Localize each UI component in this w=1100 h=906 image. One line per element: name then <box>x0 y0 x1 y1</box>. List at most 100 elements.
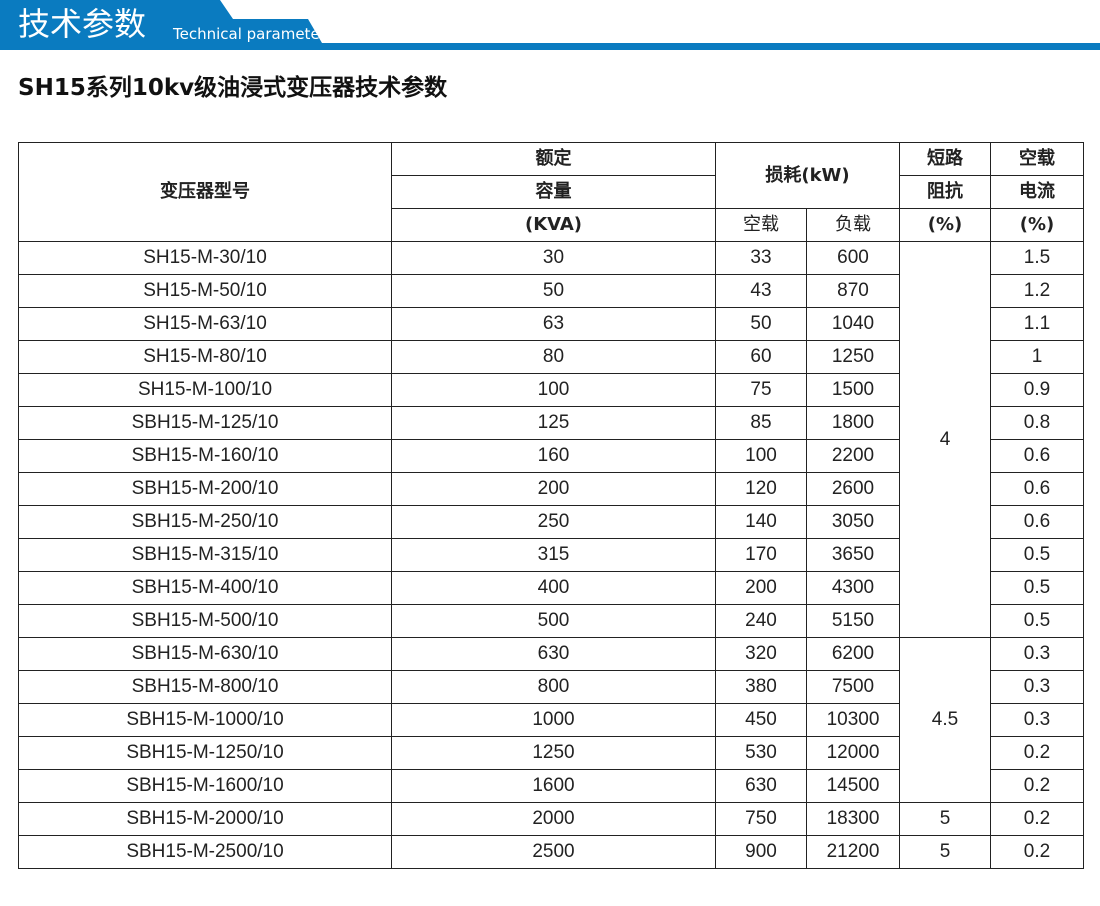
table-row: SH15-M-30/10 30 33 600 4 1.5 <box>18 241 1084 638</box>
cell-noload-loss: 33 <box>715 241 807 275</box>
header-row: 变压器型号 额定 损耗(kW) 短路 空载 <box>18 142 1084 242</box>
cell-noload-loss: 43 <box>715 274 807 308</box>
cell-model: SBH15-M-400/10 <box>18 571 392 605</box>
cell-load-loss: 600 <box>806 241 900 275</box>
cell-capacity: 250 <box>391 505 716 539</box>
header-current-unit: (%) <box>990 208 1084 242</box>
cell-load-loss: 10300 <box>806 703 900 737</box>
cell-noload-current: 0.6 <box>990 505 1084 539</box>
cell-noload-current: 0.8 <box>990 406 1084 440</box>
cell-capacity: 200 <box>391 472 716 506</box>
table-row: SBH15-M-250/10 250 140 3050 0.6 <box>18 505 1084 539</box>
cell-capacity: 800 <box>391 670 716 704</box>
cell-capacity: 63 <box>391 307 716 341</box>
cell-load-loss: 1500 <box>806 373 900 407</box>
header-impedance: 阻抗 <box>899 175 991 209</box>
cell-load-loss: 18300 <box>806 802 900 836</box>
cell-noload-loss: 900 <box>715 835 807 869</box>
header-capacity-unit: (KVA) <box>391 208 716 242</box>
cell-load-loss: 21200 <box>806 835 900 869</box>
cell-impedance: 4.5 <box>899 637 991 803</box>
table-row: SBH15-M-125/10 125 85 1800 0.8 <box>18 406 1084 440</box>
header-loss-noload: 空载 <box>715 208 807 242</box>
document-title: SH15系列10kv级油浸式变压器技术参数 <box>18 75 448 101</box>
cell-model: SBH15-M-800/10 <box>18 670 392 704</box>
cell-model: SBH15-M-2000/10 <box>18 802 392 836</box>
cell-model: SBH15-M-2500/10 <box>18 835 392 869</box>
cell-noload-loss: 140 <box>715 505 807 539</box>
cell-capacity: 315 <box>391 538 716 572</box>
cell-capacity: 500 <box>391 604 716 638</box>
cell-capacity: 30 <box>391 241 716 275</box>
cell-load-loss: 3650 <box>806 538 900 572</box>
cell-noload-loss: 50 <box>715 307 807 341</box>
cell-noload-current: 0.2 <box>990 835 1084 869</box>
table-row: SBH15-M-630/10 630 320 6200 4.5 0.3 <box>18 637 1084 803</box>
cell-noload-loss: 380 <box>715 670 807 704</box>
cell-impedance: 5 <box>899 835 991 869</box>
cell-impedance: 4 <box>899 241 991 638</box>
table-row: SBH15-M-400/10 400 200 4300 0.5 <box>18 571 1084 605</box>
header-model: 变压器型号 <box>18 142 392 242</box>
cell-load-loss: 1800 <box>806 406 900 440</box>
header-row: 容量 阻抗 电流 <box>19 175 1084 209</box>
cell-capacity: 160 <box>391 439 716 473</box>
cell-noload-current: 0.2 <box>990 802 1084 836</box>
cell-model: SH15-M-63/10 <box>18 307 392 341</box>
table-row: SBH15-M-2500/10 2500 900 21200 5 0.2 <box>18 835 1084 869</box>
header-capacity: 额定 <box>391 142 716 176</box>
cell-noload-loss: 320 <box>715 637 807 671</box>
cell-noload-current: 1 <box>990 340 1084 374</box>
cell-noload-loss: 60 <box>715 340 807 374</box>
cell-capacity: 100 <box>391 373 716 407</box>
banner-title: 技术参数 <box>18 5 147 43</box>
cell-noload-current: 0.2 <box>990 769 1084 803</box>
cell-load-loss: 2200 <box>806 439 900 473</box>
cell-noload-current: 0.5 <box>990 604 1084 638</box>
cell-model: SBH15-M-500/10 <box>18 604 392 638</box>
cell-noload-loss: 85 <box>715 406 807 440</box>
cell-load-loss: 6200 <box>806 637 900 671</box>
cell-noload-current: 1.2 <box>990 274 1084 308</box>
cell-noload-loss: 75 <box>715 373 807 407</box>
cell-capacity: 2500 <box>391 835 716 869</box>
cell-noload-current: 0.3 <box>990 637 1084 671</box>
parameter-table: 变压器型号 额定 损耗(kW) 短路 空载 容量 阻抗 电流 (KVA) 空载 … <box>18 142 1084 869</box>
cell-model: SBH15-M-250/10 <box>18 505 392 539</box>
cell-noload-current: 0.2 <box>990 736 1084 770</box>
cell-noload-current: 0.9 <box>990 373 1084 407</box>
cell-model: SBH15-M-160/10 <box>18 439 392 473</box>
table-row: SBH15-M-1250/10 1250 530 12000 0.2 <box>18 736 1084 770</box>
header-current: 空载 <box>990 142 1084 176</box>
banner-subtitle: Technical parameter <box>173 25 326 43</box>
cell-model: SBH15-M-1000/10 <box>18 703 392 737</box>
cell-model: SBH15-M-315/10 <box>18 538 392 572</box>
cell-model: SBH15-M-125/10 <box>18 406 392 440</box>
cell-capacity: 1600 <box>391 769 716 803</box>
table-row: SBH15-M-2000/10 2000 750 18300 5 0.2 <box>18 802 1084 836</box>
cell-model: SBH15-M-630/10 <box>18 637 392 671</box>
cell-load-loss: 4300 <box>806 571 900 605</box>
cell-noload-loss: 750 <box>715 802 807 836</box>
cell-noload-loss: 100 <box>715 439 807 473</box>
header-row: (KVA) 空载 负载 (%) (%) <box>19 208 1084 242</box>
cell-capacity: 630 <box>391 637 716 671</box>
cell-noload-current: 0.5 <box>990 571 1084 605</box>
cell-noload-current: 0.6 <box>990 472 1084 506</box>
cell-noload-loss: 530 <box>715 736 807 770</box>
cell-model: SBH15-M-1600/10 <box>18 769 392 803</box>
header-impedance: 短路 <box>899 142 991 176</box>
table-row: SH15-M-50/10 50 43 870 1.2 <box>18 274 1084 308</box>
banner-shape <box>0 0 1100 50</box>
cell-load-loss: 7500 <box>806 670 900 704</box>
table-row: SBH15-M-200/10 200 120 2600 0.6 <box>18 472 1084 506</box>
cell-noload-loss: 630 <box>715 769 807 803</box>
cell-noload-current: 1.5 <box>990 241 1084 275</box>
cell-capacity: 2000 <box>391 802 716 836</box>
cell-load-loss: 12000 <box>806 736 900 770</box>
cell-capacity: 50 <box>391 274 716 308</box>
cell-model: SH15-M-50/10 <box>18 274 392 308</box>
table-row: SH15-M-63/10 63 50 1040 1.1 <box>18 307 1084 341</box>
cell-model: SBH15-M-200/10 <box>18 472 392 506</box>
cell-model: SH15-M-100/10 <box>18 373 392 407</box>
